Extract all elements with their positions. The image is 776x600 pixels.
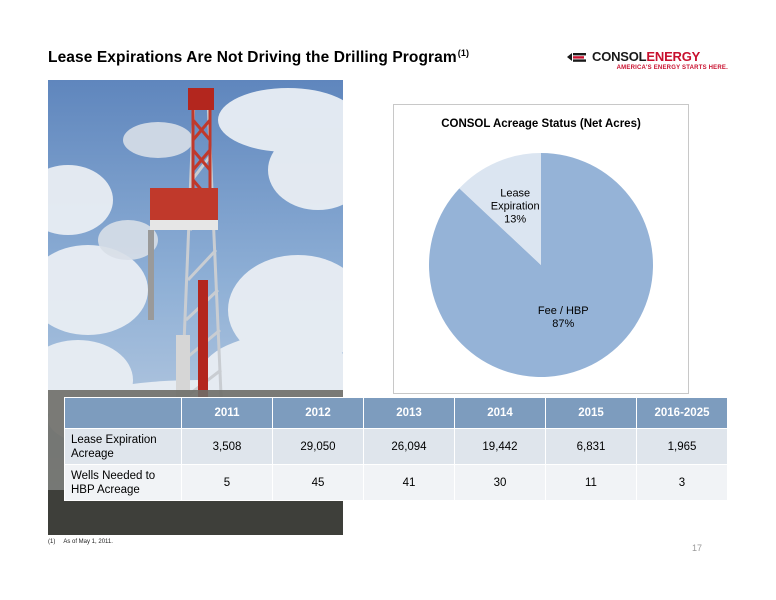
table-header-cell: 2014 <box>454 397 546 429</box>
table-cell: 45 <box>272 464 364 501</box>
pie-slice-label: 13% <box>504 213 526 225</box>
logo-name-consol: CONSOL <box>592 49 647 64</box>
pie-slice-label: Lease <box>500 187 530 199</box>
table-cell: 11 <box>545 464 637 501</box>
footnote-number: (1) <box>48 539 56 545</box>
table-header-cell: 2011 <box>181 397 273 429</box>
pie-slice-label: Fee / HBP <box>538 305 589 317</box>
table-header-cell: 2015 <box>545 397 637 429</box>
footnote: (1) As of May 1, 2011. <box>48 539 113 545</box>
chart-title: CONSOL Acreage Status (Net Acres) <box>441 118 641 130</box>
footnote-text: As of May 1, 2011. <box>63 539 113 545</box>
page-number: 17 <box>692 543 703 553</box>
pie-slice <box>428 153 653 377</box>
row-label-line: HBP Acreage <box>71 483 140 496</box>
table-cell: 6,831 <box>545 428 637 465</box>
table-header-row: 2011 2012 2013 2014 2015 2016-2025 <box>64 397 728 429</box>
table-cell: 29,050 <box>272 428 364 465</box>
table-cell: 41 <box>363 464 455 501</box>
logo-tagline: AMERICA'S ENERGY STARTS HERE. <box>616 65 728 71</box>
table-header-cell: 2016-2025 <box>636 397 728 429</box>
table-cell: 1,965 <box>636 428 728 465</box>
logo-wordmark: CONSOLENERGY <box>592 50 700 64</box>
row-label-line: Lease Expiration <box>71 433 157 446</box>
table-cell: 3,508 <box>181 428 273 465</box>
pie-slice <box>459 153 541 265</box>
row-label: Wells Needed to HBP Acreage <box>64 464 182 501</box>
consol-flame-mark-icon <box>567 53 586 62</box>
lease-expiration-table: 2011 2012 2013 2014 2015 2016-2025 Lease… <box>64 397 728 501</box>
table-header-cell <box>64 397 182 429</box>
title-footnote-ref: (1) <box>457 48 470 58</box>
table-cell: 5 <box>181 464 273 501</box>
logo-name-energy: ENERGY <box>646 49 701 64</box>
table-header-cell: 2013 <box>363 397 455 429</box>
table-cell: 19,442 <box>454 428 546 465</box>
row-label: Lease Expiration Acreage <box>64 428 182 465</box>
table-cell: 26,094 <box>363 428 455 465</box>
table-cell: 30 <box>454 464 546 501</box>
table-row: Wells Needed to HBP Acreage 5 45 41 30 11… <box>64 464 728 501</box>
table-row: Lease Expiration Acreage 3,508 29,050 26,… <box>64 428 728 465</box>
table-cell: 3 <box>636 464 728 501</box>
pie-slice-label: Expiration <box>491 200 540 212</box>
row-label-line: Wells Needed to <box>71 469 156 482</box>
row-label-line: Acreage <box>71 447 114 460</box>
company-logo: CONSOLENERGY AMERICA'S ENERGY STARTS HER… <box>566 50 728 74</box>
pie-chart-panel: CONSOL Acreage Status (Net Acres) Fee / … <box>393 104 689 394</box>
pie-slice-label: 87% <box>552 318 574 330</box>
page-title: Lease Expirations Are Not Driving the Dr… <box>48 48 469 67</box>
page-title-text: Lease Expirations Are Not Driving the Dr… <box>48 49 457 67</box>
table-header-cell: 2012 <box>272 397 364 429</box>
